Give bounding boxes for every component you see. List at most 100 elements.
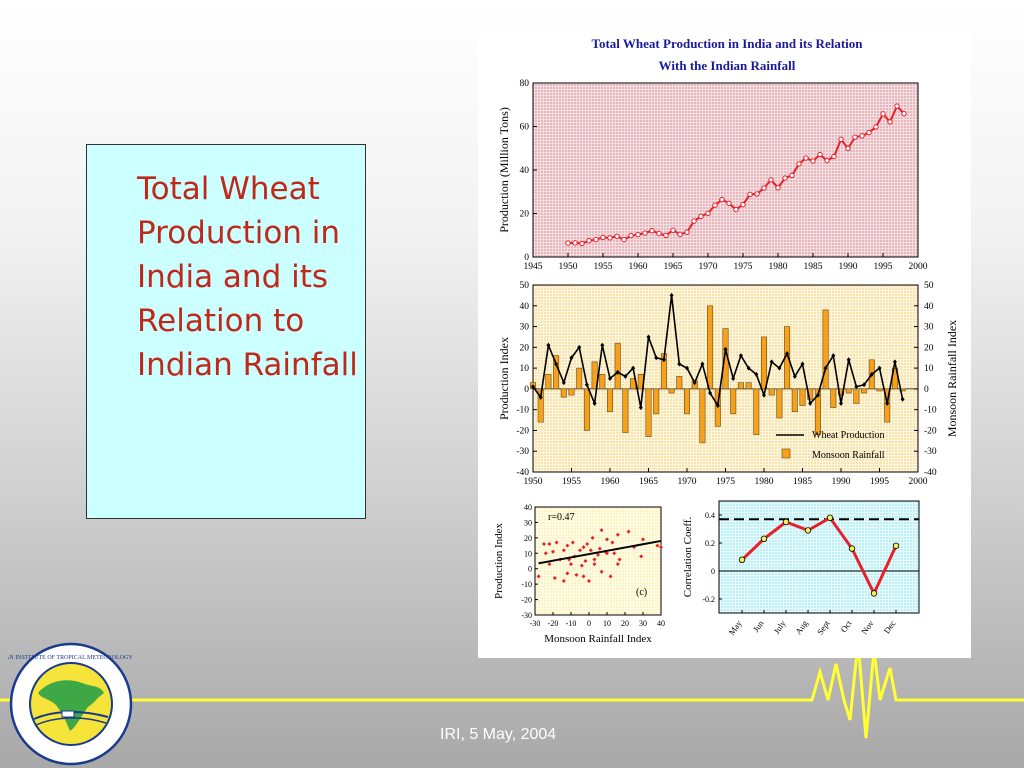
wheat-index-point	[531, 384, 535, 390]
y2-tick-label: 50	[924, 281, 934, 291]
x-tick-label: 1990	[839, 262, 858, 272]
wheat-index-point	[862, 382, 867, 388]
scatter-point	[565, 543, 570, 548]
x-tick-label: 1975	[716, 477, 735, 487]
y-tick-label: 10	[524, 549, 532, 558]
x-tick-label: 1980	[769, 262, 788, 272]
correlation-annotation: r=0.47	[548, 512, 574, 523]
scatter-point	[578, 548, 582, 553]
production-point	[572, 240, 578, 246]
scatter-point	[655, 543, 660, 548]
legend-label: Monsoon Rainfall	[812, 450, 885, 461]
production-point	[831, 153, 837, 160]
y2-tick-label: 20	[924, 343, 934, 353]
x-tick-label: -30	[530, 619, 541, 628]
production-point	[761, 185, 767, 191]
rainfall-bar	[576, 367, 583, 390]
production-point	[663, 232, 669, 239]
rainfall-bar	[730, 388, 737, 415]
x-tick-label: Dec	[882, 618, 898, 635]
scatter-point	[581, 574, 586, 579]
production-point	[880, 111, 886, 117]
production-point	[845, 145, 851, 152]
rainfall-bar	[645, 388, 652, 437]
scatter-point	[615, 532, 620, 537]
x-tick-label: 2000	[909, 477, 928, 487]
y-tick-label: 10	[520, 364, 530, 374]
wheat-index-point	[877, 365, 882, 371]
legend-label: Wheat Production	[812, 430, 884, 441]
scatter-point	[597, 546, 602, 551]
production-point	[747, 191, 753, 198]
y2-tick-label: 10	[924, 364, 934, 374]
x-tick-label: 1965	[664, 262, 683, 272]
rainfall-bar	[853, 388, 860, 404]
y-tick-label: 20	[520, 343, 530, 353]
production-point	[677, 231, 683, 238]
footer-line	[0, 641, 1024, 739]
rainfall-bar	[768, 388, 775, 396]
y-tick-label: -30	[521, 611, 532, 620]
x-tick-label: -10	[566, 619, 577, 628]
correlation-point	[848, 545, 856, 552]
wheat-index-point	[677, 361, 682, 367]
wheat-index-point	[746, 365, 751, 371]
x-tick-label: 1995	[874, 262, 893, 272]
y-tick-label: -20	[521, 596, 532, 605]
y2-axis-label: Monsoon Rainfall Index	[945, 320, 959, 437]
x-tick-label: 1950	[559, 262, 578, 272]
x-tick-label: 0	[587, 619, 591, 628]
production-point	[901, 110, 907, 117]
production-point	[565, 240, 571, 246]
rainfall-bar	[761, 336, 767, 390]
wheat-index-point	[692, 380, 697, 386]
rainfall-bar	[545, 374, 552, 390]
wheat-index-point	[831, 353, 836, 359]
rainfall-bar	[699, 388, 706, 444]
correlation-line	[740, 515, 898, 597]
x-tick-label: 1950	[524, 477, 543, 487]
x-tick-label: Oct	[838, 618, 854, 634]
rainfall-bar	[737, 382, 744, 390]
scatter-point	[554, 540, 559, 545]
production-point	[894, 103, 900, 109]
production-point	[775, 185, 781, 191]
correlation-point	[892, 542, 900, 549]
wheat-index-point	[554, 361, 559, 367]
x-tick-label: 1955	[562, 477, 581, 487]
x-tick-label: July	[771, 618, 788, 636]
production-point	[607, 235, 613, 241]
wheat-index-point	[708, 390, 713, 396]
x-tick-label: Sept	[815, 618, 832, 637]
wheat-index-point	[715, 403, 720, 409]
scatter-point	[565, 571, 570, 576]
x-tick-label: 30	[639, 619, 647, 628]
y-tick-label: 30	[524, 518, 532, 527]
rainfall-bar	[791, 388, 798, 413]
wheat-index-point	[869, 371, 874, 377]
rainfall-bar	[568, 388, 575, 396]
production-point	[852, 134, 858, 140]
production-point	[733, 206, 739, 213]
correlation-point	[870, 590, 878, 597]
production-point	[712, 202, 718, 208]
correlation-point	[804, 527, 812, 534]
wheat-index-point	[538, 394, 543, 400]
production-point	[824, 157, 830, 164]
scatter-point	[590, 535, 595, 540]
scatter-point	[561, 579, 566, 584]
rainfall-bar	[684, 388, 690, 415]
chart-title-line2: With the Indian Rainfall	[659, 58, 796, 73]
wheat-index-point	[900, 396, 905, 402]
scatter-point	[536, 574, 541, 579]
wheat-index-point	[800, 361, 805, 367]
x-tick-label: Jun	[751, 618, 766, 634]
x-tick-label: 1960	[601, 477, 620, 487]
y-tick-label: 20	[524, 534, 532, 543]
wheat-index-point	[631, 365, 636, 371]
wheat-index-point	[823, 365, 828, 371]
y-tick-label: -10	[516, 406, 529, 416]
rainfall-bar	[668, 388, 675, 394]
x-tick-label: 1955	[594, 262, 613, 272]
scatter-point	[610, 540, 615, 545]
